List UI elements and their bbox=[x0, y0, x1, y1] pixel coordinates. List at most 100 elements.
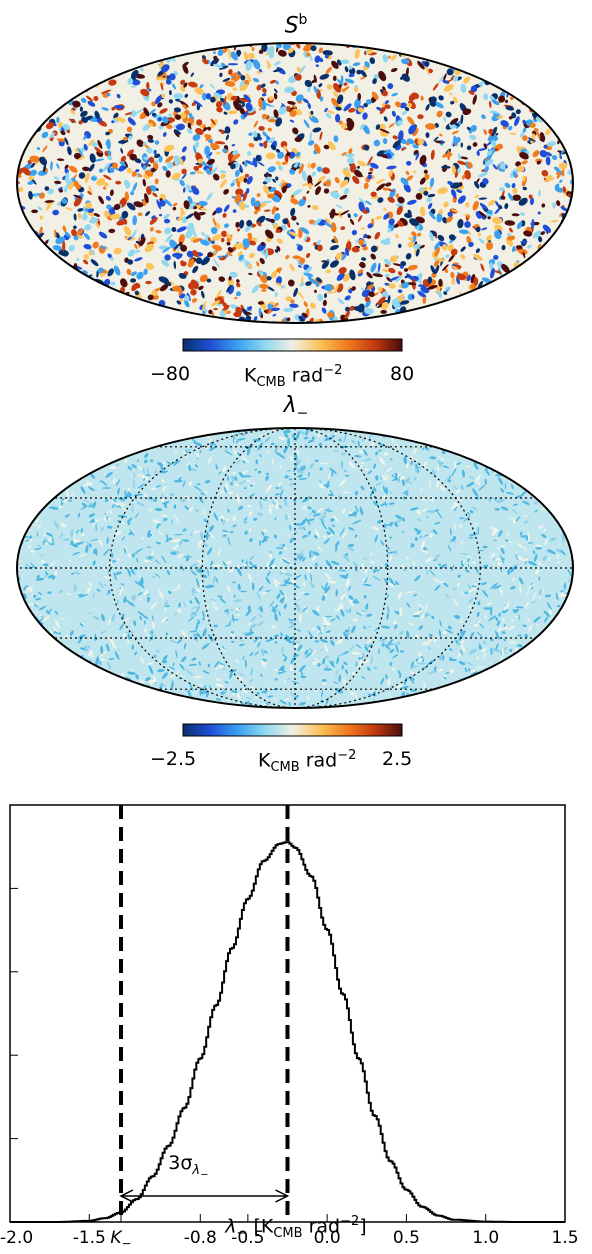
map1-speckle bbox=[267, 193, 275, 199]
map2-speckle bbox=[184, 634, 189, 641]
map1-speckle bbox=[161, 246, 171, 253]
map1-speckle bbox=[536, 45, 543, 51]
map1-speckle bbox=[454, 58, 465, 66]
map1-speckle bbox=[339, 179, 349, 188]
map1-speckle bbox=[17, 208, 21, 215]
map1-speckle bbox=[470, 310, 477, 317]
map2-speckle bbox=[57, 700, 63, 704]
map1-speckle bbox=[354, 48, 360, 60]
map2-speckle bbox=[459, 630, 467, 634]
map1-speckle bbox=[125, 45, 133, 51]
map2-speckle bbox=[355, 612, 363, 616]
map1-speckle bbox=[127, 117, 136, 126]
map1-speckle bbox=[127, 309, 132, 315]
map1-speckle bbox=[436, 110, 443, 118]
map2-speckle bbox=[169, 666, 176, 670]
map1-speckle bbox=[246, 94, 251, 98]
map2-speckle bbox=[298, 477, 308, 480]
map2-speckle bbox=[19, 428, 22, 432]
map1-speckle bbox=[569, 229, 573, 238]
map1-speckle bbox=[238, 175, 245, 183]
map2-speckle bbox=[13, 595, 17, 599]
map2-speckle bbox=[389, 554, 393, 562]
map1-speckle bbox=[96, 72, 101, 82]
map1-speckle bbox=[417, 114, 424, 120]
map1-speckle bbox=[36, 311, 41, 315]
map2-speckle bbox=[228, 620, 231, 627]
map1-speckle bbox=[125, 303, 130, 308]
map2-speckle bbox=[288, 701, 291, 706]
map2-speckle bbox=[302, 496, 311, 503]
map2-speckle bbox=[332, 524, 335, 527]
map1-speckle bbox=[28, 76, 38, 81]
map1-speckle bbox=[450, 75, 455, 81]
map1-speckle bbox=[213, 63, 224, 69]
map2-speckle bbox=[137, 592, 143, 596]
map1-speckle bbox=[124, 160, 129, 168]
map2-speckle bbox=[120, 583, 125, 586]
map2-speckle bbox=[440, 440, 445, 446]
map1-speckle bbox=[475, 226, 481, 233]
map1-speckle bbox=[365, 200, 372, 206]
map1-speckle bbox=[496, 280, 501, 286]
map1-speckle bbox=[308, 111, 313, 119]
map2-speckle bbox=[548, 608, 553, 616]
map2-speckle bbox=[128, 532, 133, 535]
map2-speckle bbox=[118, 497, 126, 502]
map2-speckle bbox=[459, 517, 465, 520]
map2-speckle bbox=[514, 682, 519, 687]
map2-speckle bbox=[507, 437, 510, 443]
map1-speckle bbox=[452, 262, 459, 265]
map2-speckle bbox=[65, 685, 73, 692]
map1-speckle bbox=[195, 170, 204, 174]
map1-speckle bbox=[301, 275, 304, 285]
map1-speckle bbox=[428, 186, 433, 190]
map2-speckle bbox=[502, 557, 505, 561]
map2-speckle bbox=[289, 524, 292, 531]
map1-speckle bbox=[558, 43, 564, 48]
map2-speckle bbox=[138, 575, 142, 579]
map2-speckle bbox=[132, 478, 135, 489]
map2-speckle bbox=[433, 578, 439, 583]
map1-speckle bbox=[207, 251, 214, 258]
map1-speckle bbox=[233, 100, 240, 111]
map1-speckle bbox=[453, 50, 460, 60]
map2-speckle bbox=[80, 527, 83, 533]
map2-speckle bbox=[406, 556, 409, 560]
map1-speckle bbox=[436, 258, 446, 262]
map1-speckle bbox=[27, 160, 32, 164]
map2-speckle bbox=[17, 506, 18, 515]
map2-speckle bbox=[566, 625, 570, 633]
map1-speckle bbox=[489, 110, 499, 114]
map1-speckle bbox=[412, 313, 422, 322]
map1-speckle bbox=[476, 150, 480, 157]
map1-speckle bbox=[245, 311, 252, 315]
map2-speckle bbox=[208, 598, 217, 601]
map2-speckle bbox=[82, 428, 87, 436]
map1-speckle bbox=[82, 205, 87, 215]
map1-speckle bbox=[17, 64, 21, 76]
map1-speckle bbox=[536, 48, 545, 51]
map1-speckle bbox=[568, 207, 573, 211]
map2-speckle bbox=[265, 576, 271, 585]
map1-speckle bbox=[117, 56, 124, 62]
map2-speckle bbox=[537, 561, 541, 566]
map2-colorbar bbox=[182, 723, 403, 737]
map1-speckle bbox=[117, 61, 123, 69]
map2-speckle bbox=[225, 446, 229, 450]
map1-speckle bbox=[322, 50, 333, 56]
map1-speckle bbox=[129, 305, 138, 313]
map1-speckle bbox=[522, 54, 531, 63]
map2-speckle bbox=[59, 618, 67, 620]
map2-speckle bbox=[398, 475, 401, 483]
map1-speckle bbox=[124, 299, 132, 306]
map1-speckle bbox=[552, 96, 561, 102]
map2-speckle bbox=[476, 611, 480, 617]
map2-speckle bbox=[537, 494, 541, 499]
map2-speckle bbox=[564, 653, 569, 660]
map2-speckle bbox=[131, 644, 135, 650]
map2-speckle bbox=[294, 530, 298, 535]
map2-speckle bbox=[299, 648, 304, 651]
map2-speckle bbox=[495, 643, 499, 651]
map1-speckle bbox=[39, 156, 48, 166]
